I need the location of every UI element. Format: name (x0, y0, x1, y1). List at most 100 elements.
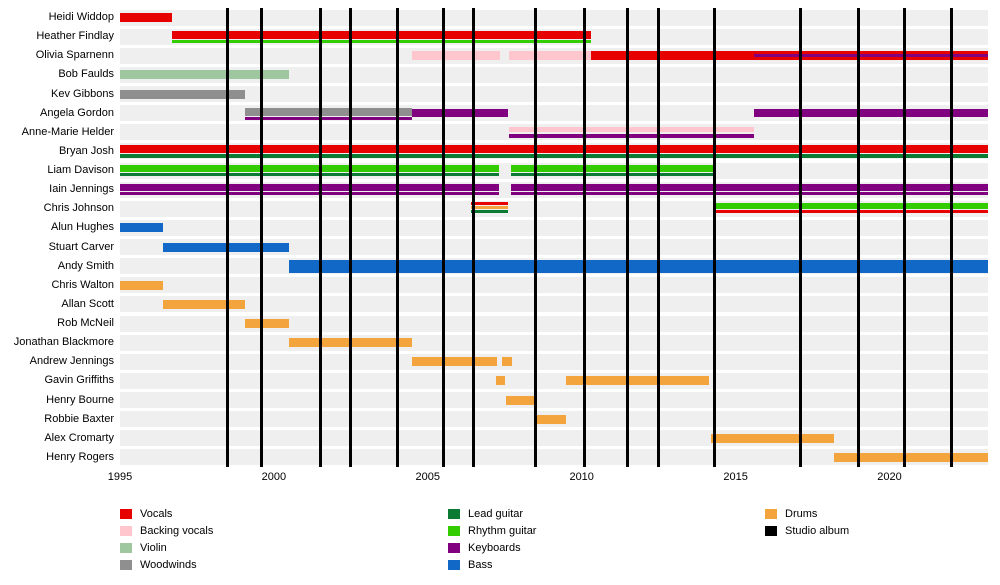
timeline-bar-keyboards (754, 108, 988, 117)
x-tick-label: 2010 (569, 471, 594, 483)
member-label: Jonathan Blackmore (13, 336, 114, 349)
timeline-bar-rhythm_guitar (714, 203, 988, 210)
legend-label: Studio album (785, 524, 850, 537)
member-label: Liam Davison (47, 164, 114, 176)
timeline-bar-drums (566, 376, 710, 386)
legend-label: Drums (785, 507, 818, 520)
legend-swatch-vocals (120, 508, 132, 519)
member-label: Robbie Baxter (44, 412, 114, 425)
legend-item-lead_guitar: Lead guitar (448, 505, 536, 522)
member-labels: Heidi Widdop Heather Findlay Olivia Sparne… (0, 8, 114, 467)
member-label: Gavin Griffiths (44, 374, 115, 387)
legend-item-woodwinds: Woodwinds (120, 556, 213, 573)
member-label: Bryan Josh (58, 144, 114, 157)
album-line (712, 8, 716, 467)
row-band (120, 239, 988, 255)
x-tick-label: 2015 (723, 471, 748, 483)
timeline-bar-keyboards (754, 54, 988, 58)
album-line (903, 8, 907, 467)
legend-label: Violin (140, 541, 167, 554)
legend-label: Keyboards (468, 541, 521, 554)
row-band (120, 296, 988, 313)
row-band (120, 353, 988, 370)
legend-label: Rhythm guitar (468, 524, 537, 537)
member-label: Allan Scott (61, 297, 114, 310)
timeline-bar-woodwinds (120, 89, 245, 99)
album-line (395, 8, 399, 467)
timeline-bar-vocals (120, 13, 173, 22)
album-line (534, 8, 538, 467)
member-label: Andy Smith (57, 259, 114, 272)
timeline-bar-keyboards (510, 184, 988, 192)
legend-item-violin: Violin (120, 539, 213, 556)
member-label: Alun Hughes (51, 221, 114, 234)
row-band (120, 66, 988, 83)
timeline-bar-keyboards (120, 192, 499, 196)
timeline-bar-vocals (470, 202, 508, 206)
member-label: Henry Rogers (46, 450, 114, 463)
legend-item-rhythm_guitar: Rhythm guitar (448, 522, 536, 539)
member-label: Henry Bourne (46, 393, 114, 406)
album-line (949, 8, 953, 467)
legend-label: Bass (468, 558, 493, 571)
timeline-bar-woodwinds (244, 107, 413, 116)
timeline-bar-backing_vocals (509, 126, 755, 132)
member-label: Chris Walton (51, 278, 114, 291)
member-label: Angela Gordon (40, 106, 114, 119)
timeline-bar-keyboards (509, 133, 755, 138)
timeline-bar-violin (120, 70, 290, 80)
row-band (120, 315, 988, 332)
legend-item-bass: Bass (448, 556, 536, 573)
timeline-bar-keyboards (510, 192, 988, 196)
timeline-bar-rhythm_guitar (120, 165, 499, 172)
legend-swatch-backing_vocals (120, 525, 132, 536)
x-tick-label: 2020 (877, 471, 902, 483)
x-axis: 1995 2000 2005 2010 2015 2020 (108, 471, 988, 485)
album-line (226, 8, 230, 467)
legend-swatch-woodwinds (120, 559, 132, 570)
row-band (120, 277, 988, 294)
timeline-bar-bass (289, 259, 988, 273)
timeline-bar-lead_guitar (470, 210, 508, 214)
timeline-bar-drums (470, 206, 508, 210)
timeline-bar-drums (244, 319, 290, 328)
legend-swatch-drums (765, 508, 777, 519)
album-line (318, 8, 322, 467)
timeline-bar-drums (120, 280, 164, 290)
row-band (120, 372, 988, 389)
timeline-bar-backing_vocals (509, 51, 591, 61)
legend-column: Lead guitar Rhythm guitar Keyboards Bass (448, 505, 536, 573)
member-label: Chris Johnson (43, 202, 114, 215)
timeline-bar-bass (163, 242, 290, 252)
album-line (441, 8, 445, 467)
timeline-bar-lead_guitar (120, 153, 988, 158)
timeline-bar-rhythm_guitar (172, 40, 591, 44)
member-label: Heidi Widdop (48, 11, 114, 23)
row-band (120, 86, 988, 102)
member-label: Andrew Jennings (29, 355, 114, 368)
x-tick-label: 1995 (107, 471, 133, 483)
legend-swatch-violin (120, 542, 132, 553)
legend-item-backing_vocals: Backing vocals (120, 522, 213, 539)
row-band (120, 392, 988, 408)
legend-column: Drums Studio album (765, 505, 849, 539)
member-label: Rob McNeil (57, 317, 114, 329)
album-line (583, 8, 587, 467)
timeline-bar-keyboards (244, 116, 413, 120)
timeline-bar-drums (495, 376, 505, 386)
member-label: Stuart Carver (48, 240, 114, 253)
timeline-bar-drums (163, 299, 245, 309)
timeline-bar-vocals (172, 31, 591, 40)
row-band (120, 219, 988, 236)
timeline-bar-drums (506, 395, 534, 405)
album-line (472, 8, 476, 467)
legend: Vocals Backing vocals Violin Woodwinds Lead … (0, 505, 1000, 580)
legend-swatch-rhythm_guitar (448, 525, 460, 536)
timeline-bar-drums (710, 433, 835, 443)
timeline-bar-drums (412, 357, 498, 367)
album-line (260, 8, 264, 467)
legend-label: Vocals (140, 507, 173, 520)
member-label: Bob Faulds (58, 68, 114, 81)
member-label: Kev Gibbons (51, 87, 114, 100)
